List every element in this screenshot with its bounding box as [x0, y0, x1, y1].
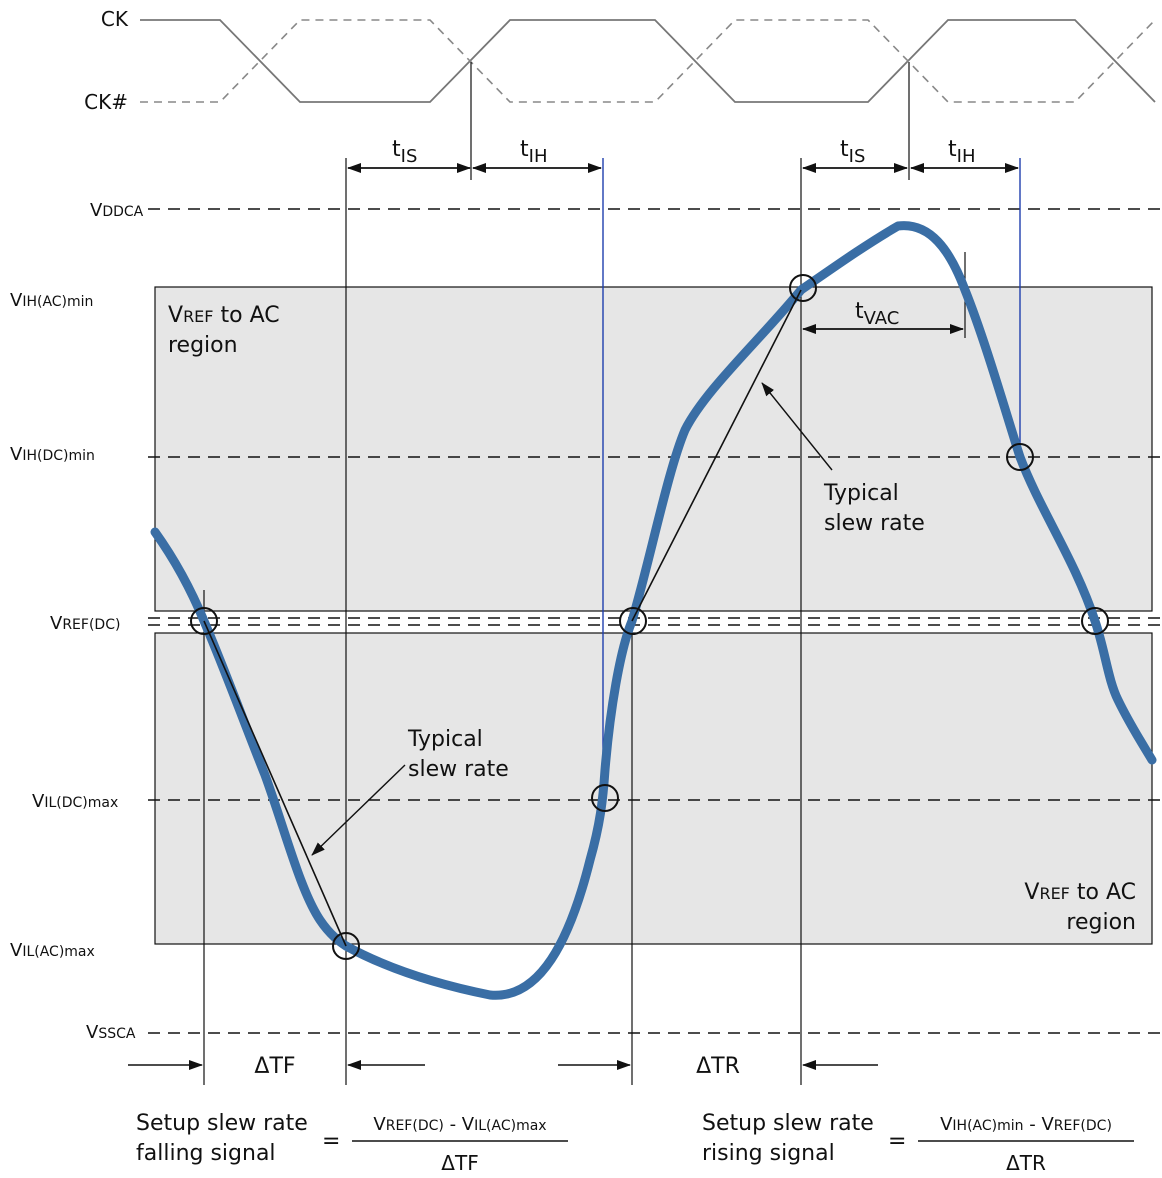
rising-slew-line	[631, 289, 802, 622]
rising-formula-eq: =	[888, 1129, 906, 1154]
crossing-circle	[1006, 443, 1034, 471]
delta-tr-label: ΔTR	[696, 1054, 740, 1079]
upper-region	[154, 286, 1153, 612]
tih-label-left: tIH	[520, 137, 547, 167]
upper-region-label-line1: VREF to AC	[168, 303, 280, 328]
falling-formula-eq: =	[322, 1129, 340, 1154]
vih-ac-label: VIH(AC)min	[10, 290, 93, 311]
falling-formula-line2: falling signal	[136, 1141, 276, 1166]
falling-slew-line	[203, 620, 347, 947]
lower-region	[154, 632, 1153, 945]
crossing-circle	[332, 932, 360, 960]
rising-formula-line2: rising signal	[702, 1141, 835, 1166]
rising-formula-line1: Setup slew rate	[702, 1111, 874, 1136]
delta-tf-label: ΔTF	[254, 1054, 295, 1079]
crossing-circle	[789, 274, 817, 302]
tih-label-right: tIH	[948, 137, 975, 167]
lower-region-label-line2: region	[1066, 910, 1136, 935]
timing-arrows	[128, 163, 1019, 1070]
thin-blue-lines	[602, 158, 1021, 800]
tis-label-left: tIS	[392, 137, 417, 167]
typical-label-lower-line1: Typical	[407, 727, 483, 752]
ckb-label: CK#	[84, 90, 128, 114]
timing-lines	[203, 62, 966, 1085]
vil-dc-label: VIL(DC)max	[32, 791, 118, 812]
crossing-circle	[619, 607, 647, 635]
typical-label-upper-line1: Typical	[823, 481, 899, 506]
ck-waveform	[140, 19, 1156, 103]
crossing-circle	[190, 607, 218, 635]
typical-label-upper-line2: slew rate	[824, 511, 925, 536]
falling-formula-denominator: ΔTF	[441, 1151, 478, 1175]
vddca-label: VDDCA	[90, 200, 144, 221]
level-lines	[148, 208, 1162, 1034]
tis-label-right: tIS	[840, 137, 865, 167]
crossing-circles	[190, 274, 1109, 960]
typical-arrow-lower	[311, 764, 406, 856]
tvac-label: tVAC	[855, 299, 899, 329]
rising-formula-denominator: ΔTR	[1006, 1151, 1046, 1175]
falling-formula-numerator: VREF(DC) - VIL(AC)max	[373, 1114, 546, 1135]
rising-formula-numerator: VIH(AC)min - VREF(DC)	[940, 1114, 1112, 1135]
ckb-waveform	[140, 19, 1156, 103]
crossing-circle	[1081, 607, 1109, 635]
falling-formula-line1: Setup slew rate	[136, 1111, 308, 1136]
lower-region-label-line1: VREF to AC	[1024, 880, 1136, 905]
ck-label: CK	[101, 7, 129, 31]
vil-ac-label: VIL(AC)max	[10, 940, 95, 961]
typical-arrow-upper	[761, 382, 833, 471]
vssca-label: VSSCA	[86, 1022, 136, 1043]
typical-label-lower-line2: slew rate	[408, 757, 509, 782]
upper-region-label-line2: region	[168, 333, 238, 358]
vref-dc-label: VREF(DC)	[50, 613, 120, 634]
crossing-circle	[591, 784, 619, 812]
vih-dc-label: VIH(DC)min	[10, 444, 95, 465]
